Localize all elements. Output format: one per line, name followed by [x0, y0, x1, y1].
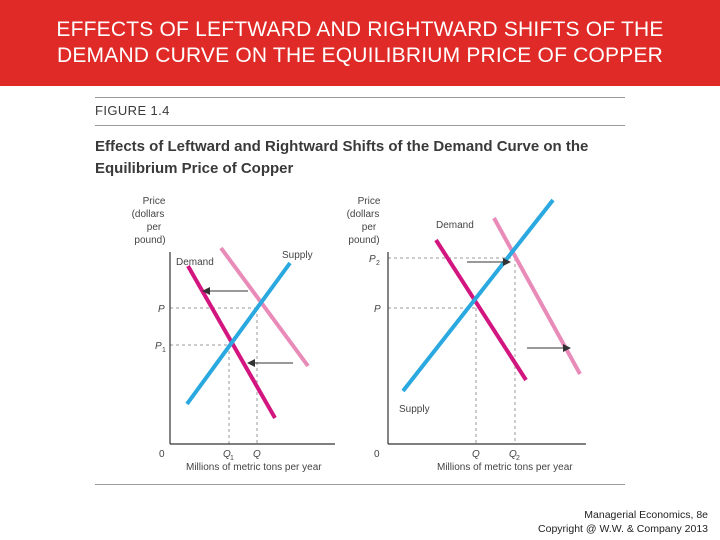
- right-supply-curve: [401, 198, 555, 393]
- left-y-axis-label-4: pound): [134, 235, 165, 246]
- footer-copyright: Copyright @ W.W. & Company 2013: [538, 523, 708, 535]
- left-quantity-q1: Q: [223, 449, 231, 460]
- left-price-p1-subscript: 1: [162, 347, 166, 354]
- right-price-p2: P: [369, 254, 376, 265]
- right-price-p2-subscript: 2: [376, 260, 380, 267]
- left-panel: Price (dollars per pound) Demand Supply …: [132, 196, 335, 473]
- slide-title-line-1: EFFECTS OF LEFTWARD AND RIGHTWARD SHIFTS…: [56, 18, 664, 41]
- right-panel: Price (dollars per pound) Demand Supply …: [347, 196, 586, 473]
- slide-footer: Managerial Economics, 8e Copyright @ W.W…: [538, 508, 708, 536]
- right-y-axis-label-4: pound): [348, 235, 379, 246]
- left-demand-label: Demand: [176, 257, 214, 268]
- left-x-axis-label: Millions of metric tons per year: [186, 462, 322, 473]
- right-original-demand-curve: [434, 238, 528, 382]
- left-original-demand-curve: [219, 246, 310, 368]
- slide-title-banner: EFFECTS OF LEFTWARD AND RIGHTWARD SHIFTS…: [0, 0, 720, 86]
- right-y-axis-label-2: (dollars: [347, 209, 380, 220]
- right-demand-label: Demand: [436, 220, 474, 231]
- left-y-axis-label-3: per: [147, 222, 162, 233]
- left-supply-curve: [185, 261, 292, 406]
- left-price-p1: P: [155, 341, 162, 352]
- left-supply-label: Supply: [282, 250, 313, 261]
- right-quantity-q: Q: [472, 449, 480, 460]
- figure-bottom-rule: [95, 484, 625, 485]
- right-x-axis-label: Millions of metric tons per year: [437, 462, 573, 473]
- left-quantity-q1-subscript: 1: [230, 455, 234, 462]
- figure-label-rule: [95, 125, 625, 126]
- right-quantity-q2: Q: [509, 449, 517, 460]
- left-y-axis-label-1: Price: [143, 196, 166, 207]
- right-y-axis-label-3: per: [362, 222, 377, 233]
- figure-top-rule: [95, 97, 625, 98]
- right-price-p: P: [374, 304, 381, 315]
- figure-caption: Effects of Leftward and Rightward Shifts…: [95, 138, 589, 177]
- left-price-p: P: [158, 304, 165, 315]
- right-quantity-q2-subscript: 2: [516, 455, 520, 462]
- right-origin: 0: [374, 449, 380, 460]
- footer-book-title: Managerial Economics, 8e: [584, 509, 708, 521]
- slide-title-line-2: DEMAND CURVE ON THE EQUILIBRIUM PRICE OF…: [56, 44, 664, 67]
- left-origin: 0: [159, 449, 165, 460]
- right-y-axis-label-1: Price: [358, 196, 381, 207]
- figure-label: FIGURE 1.4: [95, 103, 170, 118]
- left-quantity-q: Q: [253, 449, 261, 460]
- left-y-axis-label-2: (dollars: [132, 209, 165, 220]
- right-supply-label: Supply: [399, 404, 430, 415]
